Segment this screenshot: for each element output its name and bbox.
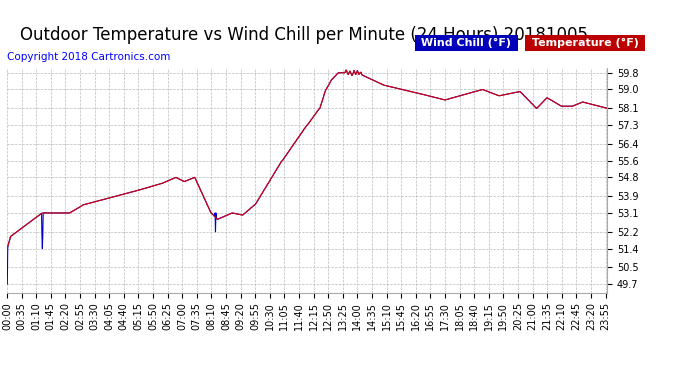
Text: Temperature (°F): Temperature (°F) bbox=[528, 38, 642, 48]
Text: Outdoor Temperature vs Wind Chill per Minute (24 Hours) 20181005: Outdoor Temperature vs Wind Chill per Mi… bbox=[19, 26, 588, 44]
Text: Wind Chill (°F): Wind Chill (°F) bbox=[417, 38, 515, 48]
Text: Copyright 2018 Cartronics.com: Copyright 2018 Cartronics.com bbox=[7, 53, 170, 63]
